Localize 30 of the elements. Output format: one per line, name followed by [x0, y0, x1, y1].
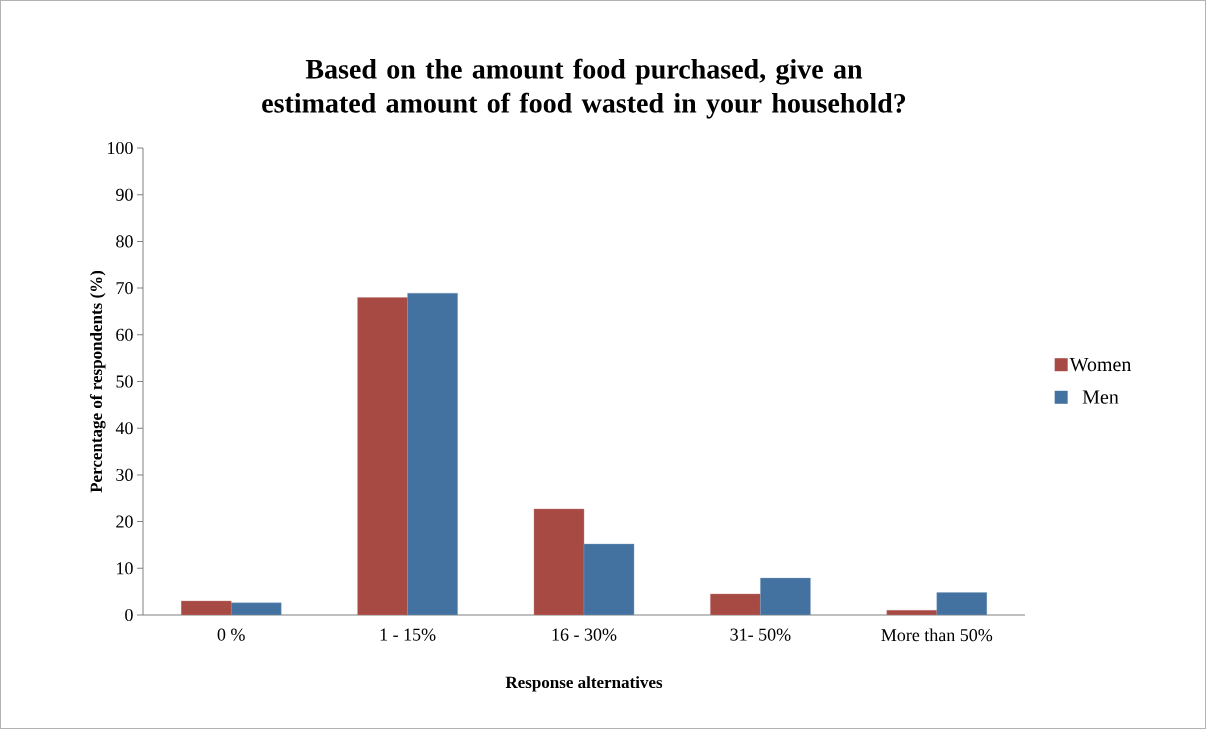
y-tick-label: 60 [116, 328, 133, 341]
y-tick-label: 70 [116, 282, 133, 295]
y-tick-label: 10 [117, 562, 133, 575]
x-tick-label: 1 - 15% [380, 628, 436, 641]
bar [181, 600, 232, 615]
y-tick-label: 30 [116, 468, 133, 481]
x-axis-title: Response alternatives [505, 676, 663, 692]
bar [533, 508, 585, 615]
y-tick-label: 100 [108, 141, 133, 155]
bar [357, 297, 408, 615]
bar [936, 592, 988, 615]
y-tick-label: 80 [116, 235, 133, 248]
legend-label: Men [1082, 390, 1119, 404]
bar [583, 543, 635, 615]
y-tick-label: 40 [115, 422, 133, 435]
y-tick-label: 50 [116, 375, 133, 388]
x-tick-label: 0 % [217, 628, 245, 641]
y-tick-label: 90 [116, 188, 133, 201]
x-tick-label: 16 - 30% [552, 628, 617, 641]
x-tick-label: 31- 50% [730, 628, 791, 641]
x-tick-label: More than 50% [881, 628, 993, 642]
bar [710, 593, 761, 615]
y-tick-label: 0 [125, 608, 133, 622]
chart-title: Based on the amount food purchased, give an estimated amount of food wasted in your household? [262, 58, 906, 119]
bar [886, 610, 938, 615]
bar [407, 293, 458, 615]
y-tick-label: 20 [116, 515, 133, 528]
y-axis-title: Percentage of respondents (%) [89, 270, 106, 493]
legend-label: Women [1069, 357, 1132, 372]
bar [760, 577, 811, 615]
